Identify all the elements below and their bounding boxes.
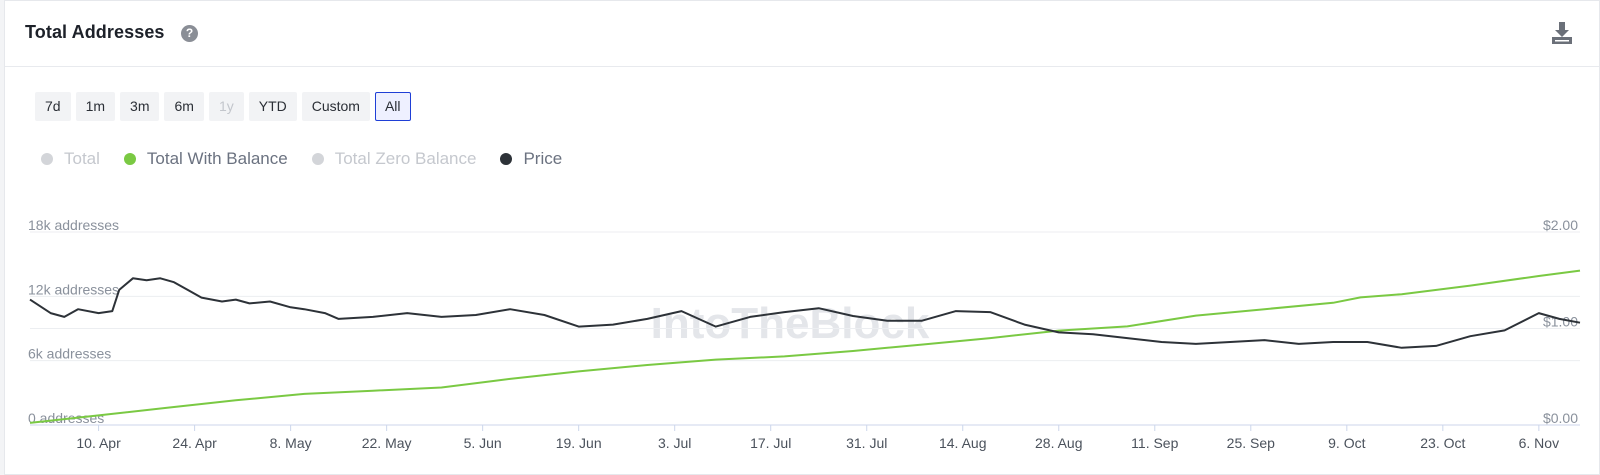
- y-tick-label: 6k addresses: [28, 346, 111, 362]
- range-button-6m[interactable]: 6m: [164, 92, 204, 121]
- page-title: Total Addresses: [25, 22, 165, 42]
- x-tick-label: 25. Sep: [1227, 435, 1275, 451]
- x-tick-label: 19. Jun: [556, 435, 602, 451]
- legend-item-price[interactable]: Price: [500, 149, 562, 169]
- download-icon[interactable]: [1551, 21, 1573, 45]
- legend-label: Total Zero Balance: [334, 149, 477, 168]
- y-tick-label: 18k addresses: [28, 217, 119, 233]
- card-header: Total Addresses ?: [5, 1, 1599, 67]
- x-tick-label: 5. Jun: [464, 435, 502, 451]
- x-tick-label: 6. Nov: [1519, 435, 1559, 451]
- x-tick-label: 9. Oct: [1328, 435, 1365, 451]
- x-tick-label: 10. Apr: [76, 435, 121, 451]
- x-tick-label: 14. Aug: [939, 435, 987, 451]
- range-button-1m[interactable]: 1m: [75, 92, 116, 121]
- chart-legend: Total Total With Balance Total Zero Balanc…: [41, 149, 586, 169]
- x-tick-label: 23. Oct: [1420, 435, 1465, 451]
- range-button-1y: 1y: [208, 92, 244, 121]
- x-tick-label: 28. Aug: [1035, 435, 1083, 451]
- range-button-custom[interactable]: Custom: [301, 92, 370, 121]
- x-tick-label: 24. Apr: [172, 435, 217, 451]
- y2-tick-label: $2.00: [1543, 217, 1578, 233]
- help-icon[interactable]: ?: [181, 25, 198, 42]
- x-tick-label: 11. Sep: [1131, 435, 1178, 451]
- legend-label: Total With Balance: [146, 149, 288, 168]
- legend-item-total-zero-balance[interactable]: Total Zero Balance: [311, 149, 477, 169]
- x-tick-label: 3. Jul: [658, 435, 691, 451]
- legend-dot: [311, 153, 324, 165]
- legend-label: Price: [523, 149, 563, 168]
- x-tick-label: 22. May: [362, 435, 412, 451]
- range-button-3m[interactable]: 3m: [120, 92, 160, 121]
- chart-card: Total Addresses ? 7d 1m 3m 6m 1y YTD Custom All…: [4, 0, 1600, 475]
- series-line-price: [29, 277, 1581, 349]
- x-tick-label: 17. Jul: [750, 435, 791, 451]
- legend-item-total[interactable]: Total: [41, 149, 100, 169]
- legend-dot: [123, 153, 136, 165]
- legend-dot: [41, 153, 53, 165]
- x-tick-label: 31. Jul: [846, 435, 887, 451]
- range-button-7d[interactable]: 7d: [35, 92, 71, 121]
- y-tick-label: 12k addresses: [28, 281, 119, 297]
- time-range-selector: 7d 1m 3m 6m 1y YTD Custom All: [35, 92, 411, 122]
- y2-tick-label: $0.00: [1543, 410, 1578, 426]
- watermark: IntoTheBlock: [651, 299, 930, 348]
- legend-dot: [500, 153, 513, 165]
- range-button-ytd[interactable]: YTD: [248, 92, 297, 121]
- legend-item-total-with-balance[interactable]: Total With Balance: [123, 149, 288, 169]
- series-line-total-with-balance: [29, 269, 1581, 424]
- legend-label: Total: [64, 149, 100, 168]
- x-tick-label: 8. May: [270, 435, 312, 451]
- range-button-all[interactable]: All: [374, 92, 411, 121]
